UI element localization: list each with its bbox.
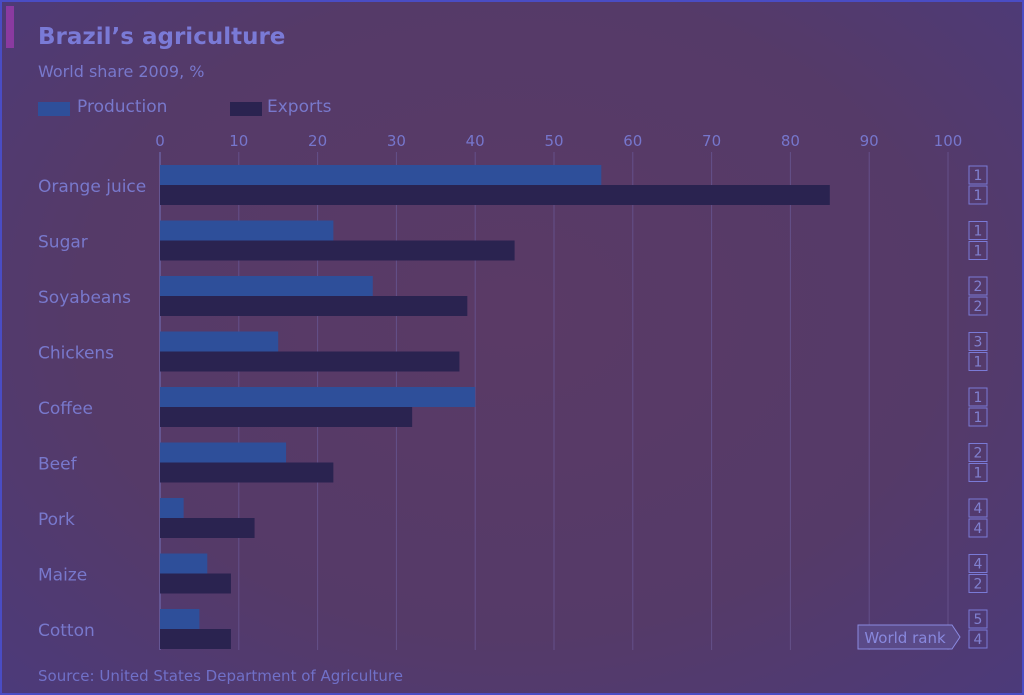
- world-rank-box: [968, 387, 988, 407]
- world-rank-box: [968, 352, 988, 371]
- world-rank-box: [968, 443, 988, 462]
- world-rank-box: [968, 165, 988, 185]
- chart-subtitle: World share 2009, %: [38, 62, 205, 81]
- legend-production-swatch: [38, 102, 70, 116]
- x-tick-label: 100: [934, 132, 963, 150]
- world-rank-value: 2: [974, 299, 983, 315]
- category-label: Maize: [38, 566, 87, 586]
- category-label: Orange juice: [38, 177, 146, 197]
- production-bar: [160, 165, 602, 185]
- legend-exports-label: Exports: [267, 97, 332, 117]
- x-tick-label: 0: [155, 132, 165, 150]
- production-bar: [160, 331, 279, 352]
- category-label: Pork: [38, 510, 75, 530]
- world-rank-box: [968, 463, 988, 482]
- category-label: Cotton: [38, 621, 95, 641]
- production-bar: [160, 553, 208, 574]
- title-accent-bar: [6, 6, 14, 48]
- world-rank-box: [968, 332, 988, 351]
- chart-title: Brazil’s agriculture: [38, 24, 286, 50]
- x-tick-label: 10: [229, 132, 248, 150]
- world-rank-value: 3: [974, 335, 983, 351]
- x-tick-label: 50: [544, 132, 563, 150]
- world-rank-value: 1: [974, 466, 983, 482]
- exports-bar: [160, 518, 255, 538]
- world-rank-value: 4: [974, 501, 983, 517]
- category-label: Beef: [38, 455, 78, 475]
- exports-bar: [160, 462, 334, 483]
- category-label: Sugar: [38, 233, 88, 253]
- world-rank-value: 1: [974, 390, 983, 406]
- world-rank-value: 1: [974, 355, 983, 371]
- category-label: Coffee: [38, 399, 93, 419]
- world-rank-value: 1: [974, 188, 983, 204]
- world-rank-value: 2: [974, 446, 983, 462]
- category-label: Soyabeans: [38, 288, 131, 308]
- world-rank-callout: [857, 624, 961, 650]
- legend-exports-swatch: [230, 102, 262, 116]
- world-rank-box: [968, 185, 988, 205]
- exports-bar: [160, 629, 231, 649]
- production-bar: [160, 442, 287, 463]
- exports-bar: [160, 351, 460, 372]
- world-rank-value: 1: [974, 224, 983, 240]
- exports-bar: [160, 407, 413, 427]
- legend-production-label: Production: [77, 97, 168, 117]
- world-rank-value: 4: [974, 632, 983, 648]
- x-tick-label: 90: [860, 132, 879, 150]
- world-rank-value: 4: [974, 521, 983, 537]
- world-rank-box: [968, 221, 988, 240]
- x-tick-label: 20: [308, 132, 327, 150]
- exports-bar: [160, 185, 830, 205]
- world-rank-value: 1: [974, 168, 983, 184]
- x-tick-label: 30: [387, 132, 406, 150]
- world-rank-box: [968, 498, 988, 518]
- world-rank-box: [968, 518, 988, 538]
- world-rank-label: World rank: [864, 629, 946, 647]
- world-rank-box: [968, 574, 988, 593]
- category-label: Chickens: [38, 344, 114, 364]
- world-rank-box: [968, 609, 988, 629]
- world-rank-box: [968, 554, 988, 573]
- x-tick-label: 70: [702, 132, 721, 150]
- exports-bar: [160, 240, 515, 261]
- world-rank-box: [968, 629, 988, 649]
- production-bar: [160, 609, 200, 629]
- world-rank-box: [968, 241, 988, 260]
- world-rank-value: 1: [974, 410, 983, 426]
- exports-bar: [160, 573, 231, 594]
- world-rank-box: [968, 276, 988, 296]
- world-rank-value: 2: [974, 279, 983, 295]
- world-rank-value: 2: [974, 577, 983, 593]
- world-rank-value: 4: [974, 557, 983, 573]
- production-bar: [160, 498, 184, 518]
- x-tick-label: 60: [623, 132, 642, 150]
- world-rank-box: [968, 296, 988, 316]
- source-note: Source: United States Department of Agri…: [38, 667, 403, 685]
- production-bar: [160, 387, 476, 407]
- production-bar: [160, 276, 373, 296]
- x-tick-label: 80: [781, 132, 800, 150]
- x-tick-label: 40: [466, 132, 485, 150]
- world-rank-value: 5: [974, 612, 983, 628]
- exports-bar: [160, 296, 468, 316]
- world-rank-value: 1: [974, 244, 983, 260]
- world-rank-box: [968, 407, 988, 427]
- production-bar: [160, 220, 334, 241]
